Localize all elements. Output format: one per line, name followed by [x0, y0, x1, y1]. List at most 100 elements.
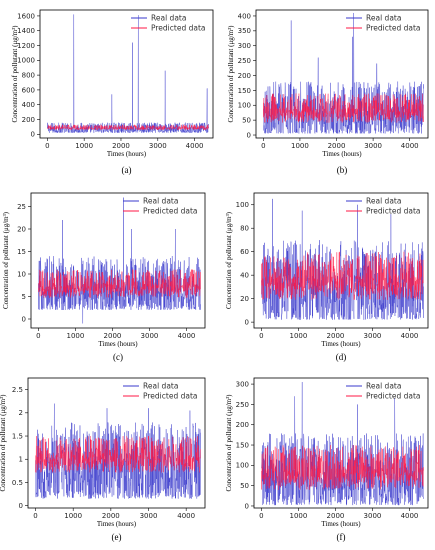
legend-label-real: Real data [366, 197, 401, 206]
plot-frame [27, 377, 206, 509]
panel-label: (c) [113, 352, 123, 362]
x-tick-label: 0 [261, 142, 265, 150]
legend-label-predicted: Predicted data [366, 392, 421, 401]
x-tick-label: 2000 [102, 512, 120, 520]
x-tick-label: 0 [259, 332, 263, 340]
x-tick-label: 0 [259, 512, 263, 520]
y-tick-label: 1000 [17, 57, 35, 65]
x-tick-label: 4000 [401, 332, 419, 340]
x-axis-label: Times (hours) [322, 150, 362, 158]
series-line-predicted [261, 445, 424, 490]
y-tick-label: 20 [240, 295, 249, 303]
legend-label-real: Real data [366, 14, 401, 23]
plot-area [40, 10, 213, 138]
x-axis-label: Times (hours) [107, 150, 147, 158]
x-tick-label: 1000 [64, 512, 82, 520]
legend-label-predicted: Predicted data [151, 24, 206, 33]
x-axis-label: Times (hours) [321, 520, 361, 528]
plot-frame [39, 9, 214, 139]
x-tick-label: 3000 [141, 332, 159, 340]
y-tick-label: 1 [19, 456, 23, 464]
y-tick-label: 400 [22, 101, 35, 109]
y-tick-label: 400 [238, 12, 251, 20]
y-tick-label: 0 [245, 502, 249, 510]
chart-panel: 0 1000 2000 3000 4000 0 5 10 15 20 25 Times (hours)… [2, 192, 206, 362]
y-tick-label: 40 [240, 272, 249, 280]
y-tick-label: 200 [238, 72, 251, 80]
series-line-predicted [38, 269, 201, 299]
panel-label: (a) [122, 165, 132, 175]
y-tick-label: 1600 [17, 12, 35, 20]
y-tick-label: 0 [22, 315, 26, 323]
y-tick-label: 80 [240, 225, 249, 233]
series-line-real [38, 197, 201, 324]
plot-area [31, 193, 205, 328]
series-line-real [261, 382, 424, 506]
legend-label-real: Real data [143, 382, 178, 391]
panel-label: (d) [336, 352, 347, 362]
y-tick-label: 150 [236, 441, 249, 449]
x-tick-label: 3000 [140, 512, 158, 520]
chart-panel: 0 1000 2000 3000 4000 0 50 100 150 200 250 300 350 40… [227, 9, 429, 175]
x-tick-label: 3000 [364, 332, 382, 340]
y-tick-label: 2.5 [12, 386, 23, 394]
legend-label-real: Real data [143, 197, 178, 206]
y-tick-label: 0.5 [12, 479, 23, 487]
x-axis-label: Times (hours) [321, 340, 361, 348]
y-tick-label: 25 [17, 203, 26, 211]
x-axis-label: Times (hours) [98, 340, 138, 348]
y-axis-label: Concentration of pollutant (μg/m³) [225, 211, 233, 309]
y-tick-label: 50 [242, 117, 251, 125]
y-tick-label: 300 [236, 380, 249, 388]
y-tick-label: 15 [17, 248, 26, 256]
x-axis-label: Times (hours) [97, 520, 137, 528]
x-tick-label: 2000 [104, 332, 122, 340]
series-line-predicted [261, 251, 424, 300]
x-tick-label: 0 [36, 332, 40, 340]
x-tick-label: 1000 [75, 142, 93, 150]
y-tick-label: 5 [22, 293, 26, 301]
y-tick-label: 1.5 [12, 432, 23, 440]
y-tick-label: 800 [22, 72, 35, 80]
chart-panel: 0 1000 2000 3000 4000 0 0.5 1 1.5 2 2.5 Times (hour… [0, 377, 206, 542]
x-tick-label: 0 [45, 142, 49, 150]
y-axis-label: Concentration of pollutant (μg/m³) [225, 394, 233, 492]
x-tick-label: 1000 [67, 332, 85, 340]
y-tick-label: 1400 [17, 27, 35, 35]
legend-label-predicted: Predicted data [366, 24, 421, 33]
x-tick-label: 3000 [364, 512, 382, 520]
chart-panel: 0 1000 2000 3000 4000 0 200 400 600 800 1000 1200 14… [11, 9, 214, 175]
x-tick-label: 1000 [290, 512, 308, 520]
y-tick-label: 20 [17, 225, 26, 233]
legend-label-real: Real data [366, 382, 401, 391]
y-tick-label: 0 [31, 131, 35, 139]
series-line-predicted [47, 124, 209, 131]
x-tick-label: 4000 [178, 332, 196, 340]
x-tick-label: 3000 [149, 142, 167, 150]
chart-panel: 0 1000 2000 3000 4000 0 20 40 60 80 100 Times (hour… [225, 192, 429, 362]
y-tick-label: 150 [238, 87, 251, 95]
plot-frame [253, 377, 429, 509]
y-axis-label: Concentration of pollutant (μg/m³) [0, 394, 7, 492]
y-tick-label: 100 [238, 102, 251, 110]
y-tick-label: 350 [238, 27, 251, 35]
legend-label-real: Real data [151, 14, 186, 23]
y-axis-label: Concentration of pollutant (μg/m³) [11, 25, 19, 123]
x-tick-label: 0 [33, 512, 37, 520]
y-axis-label: Concentration of pollutant (μg/m³) [227, 25, 235, 123]
y-tick-label: 600 [22, 86, 35, 94]
panel-label: (b) [337, 165, 348, 175]
x-tick-label: 1000 [290, 332, 308, 340]
x-tick-label: 3000 [364, 142, 382, 150]
y-tick-label: 200 [236, 421, 249, 429]
series-line-real [263, 12, 424, 134]
series-line-predicted [35, 436, 201, 473]
x-tick-label: 2000 [328, 142, 346, 150]
y-tick-label: 1200 [17, 42, 35, 50]
plot-frame [255, 9, 429, 139]
